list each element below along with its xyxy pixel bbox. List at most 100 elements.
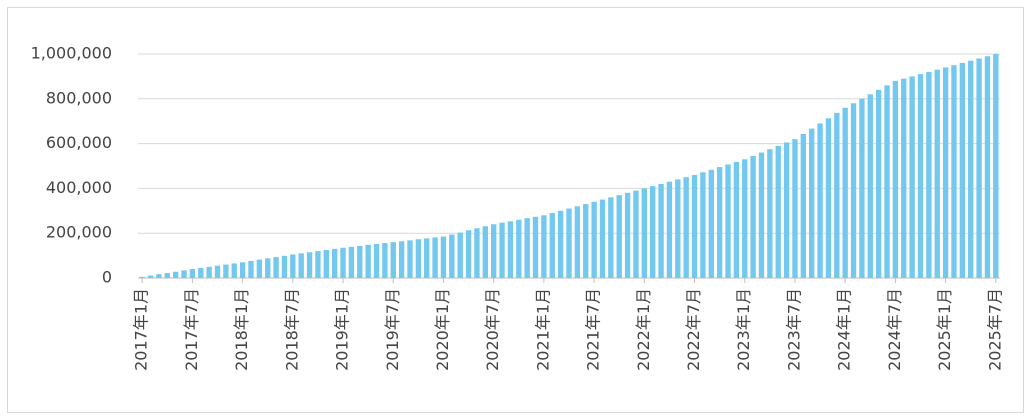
bar [231, 263, 237, 278]
bar [633, 190, 639, 278]
bar [265, 258, 271, 278]
bar [156, 274, 162, 278]
x-tick-label: 2025年7月 [985, 288, 1004, 371]
bar [524, 218, 530, 278]
y-tick-label: 200,000 [46, 223, 112, 242]
bar [482, 226, 488, 278]
bar [767, 149, 773, 278]
x-tick-label: 2025年1月 [935, 288, 954, 371]
bar [189, 269, 196, 278]
bar [733, 161, 740, 278]
bar [281, 255, 288, 278]
bar [348, 246, 355, 278]
bar [934, 69, 940, 279]
x-tick-label: 2020年7月 [483, 288, 502, 371]
bar [616, 195, 622, 278]
bar [290, 254, 296, 278]
bar [340, 247, 346, 278]
bar [850, 103, 857, 278]
bar [164, 273, 170, 278]
y-tick-label: 1,000,000 [31, 44, 112, 63]
bar [909, 76, 915, 279]
bar [608, 197, 614, 278]
x-tick-label: 2019年1月 [333, 288, 352, 371]
bar [742, 159, 748, 278]
bar [206, 266, 212, 278]
bar [449, 234, 455, 278]
x-tick-label: 2024年7月 [885, 288, 904, 371]
y-tick-label: 400,000 [46, 178, 112, 197]
bar [181, 270, 187, 278]
bar [884, 85, 890, 278]
bar [775, 145, 781, 278]
bar [256, 259, 263, 278]
bar [800, 133, 807, 278]
bar [842, 107, 848, 278]
bar [901, 78, 907, 278]
x-tick-label: 2022年1月 [634, 288, 653, 371]
bar [859, 98, 865, 278]
bar [658, 183, 664, 278]
bar [926, 71, 932, 278]
x-tick-label: 2021年1月 [533, 288, 552, 371]
bar [809, 128, 815, 278]
bar [968, 60, 974, 278]
bar [499, 222, 505, 278]
bar [834, 112, 840, 278]
bar [650, 186, 656, 278]
bar [758, 152, 765, 278]
bar [825, 118, 832, 279]
bar [323, 250, 329, 278]
bar [398, 241, 405, 278]
bar [984, 56, 991, 278]
bar [298, 253, 304, 278]
bar [541, 215, 547, 278]
bar [691, 174, 698, 278]
bar [440, 236, 447, 278]
bar [716, 167, 723, 278]
bar [641, 188, 647, 278]
bar [750, 155, 756, 278]
bar [507, 221, 514, 278]
bar [432, 237, 438, 278]
x-tick-label: 2023年7月 [784, 288, 803, 371]
bar [867, 94, 873, 278]
y-tick-label: 800,000 [46, 88, 112, 107]
bar [516, 219, 522, 278]
bar [365, 244, 371, 278]
bar [357, 245, 363, 278]
bar [951, 65, 957, 278]
bar [214, 265, 221, 278]
bar [390, 242, 396, 278]
bar [574, 206, 581, 278]
bar [875, 89, 882, 278]
bar [474, 228, 480, 278]
bar [675, 179, 681, 278]
bar [172, 271, 179, 278]
bar [239, 262, 246, 278]
x-tick-label: 2018年1月 [232, 288, 251, 371]
bar [683, 177, 689, 278]
bar [976, 58, 982, 279]
bar [599, 199, 606, 278]
bar [248, 260, 254, 278]
bar [491, 224, 497, 278]
bar [917, 74, 924, 278]
bar [666, 181, 673, 278]
bar [373, 243, 380, 278]
bar [315, 251, 321, 278]
bar [708, 169, 714, 278]
bar [407, 240, 413, 278]
bar [624, 192, 631, 278]
bar [549, 213, 555, 278]
bar [557, 210, 564, 278]
x-tick-label: 2024年1月 [835, 288, 854, 371]
bar [331, 248, 338, 278]
y-tick-label: 600,000 [46, 133, 112, 152]
x-tick-label: 2017年7月 [182, 288, 201, 371]
bar [817, 123, 823, 278]
bar [993, 54, 999, 278]
bar [792, 139, 798, 278]
bar [273, 257, 279, 278]
